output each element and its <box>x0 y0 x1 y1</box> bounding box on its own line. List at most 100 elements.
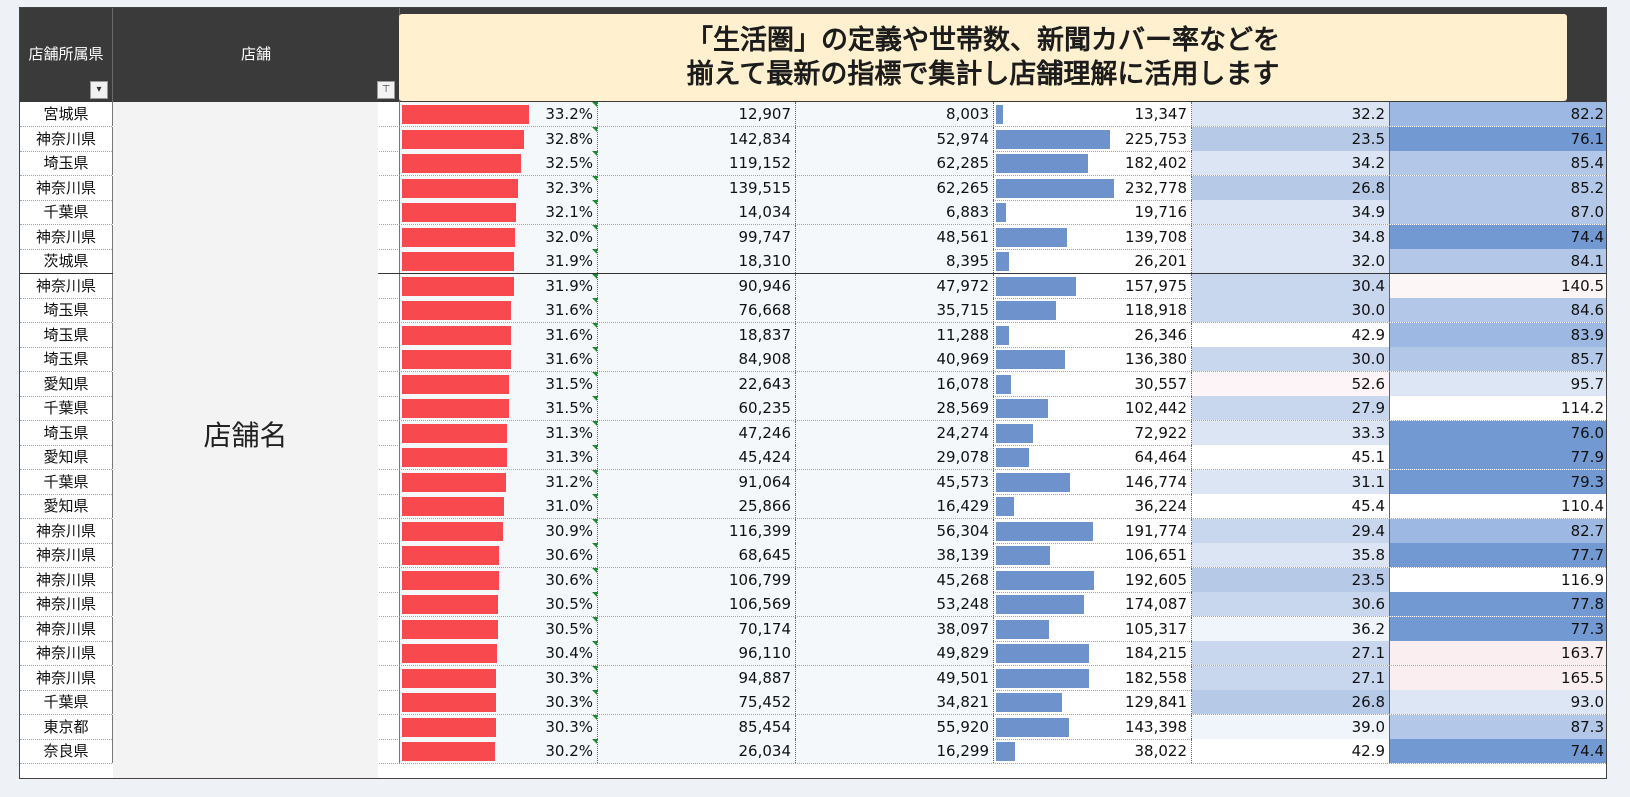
cell-ratio[interactable]: 27.1 <box>1192 641 1390 665</box>
cell-population[interactable]: 192,605 <box>994 567 1192 592</box>
cell-prefecture[interactable]: 千葉県 <box>20 396 113 420</box>
cell-prefecture[interactable]: 神奈川県 <box>20 126 113 151</box>
cell-households[interactable]: 14,034 <box>598 200 796 224</box>
cell-rate[interactable]: 31.9% <box>400 249 598 273</box>
cell-households[interactable]: 76,668 <box>598 298 796 322</box>
cell-rate[interactable]: 30.4% <box>400 641 598 665</box>
cell-households[interactable]: 68,645 <box>598 543 796 567</box>
cell-store[interactable] <box>113 445 400 469</box>
table-row[interactable]: 神奈川県 30.5% 70,174 38,097 105,317 36.2 77.3 <box>20 616 1606 642</box>
cell-population[interactable]: 232,778 <box>994 175 1192 200</box>
cell-store[interactable] <box>113 371 400 396</box>
cell-coverage[interactable]: 45,268 <box>796 567 994 592</box>
cell-population[interactable]: 174,087 <box>994 592 1192 616</box>
table-row[interactable]: 神奈川県 30.6% 68,645 38,139 106,651 35.8 77.7 <box>20 543 1606 568</box>
cell-rate[interactable]: 30.3% <box>400 714 598 739</box>
cell-index[interactable]: 77.9 <box>1390 445 1606 469</box>
cell-coverage[interactable]: 35,715 <box>796 298 994 322</box>
cell-coverage[interactable]: 52,974 <box>796 126 994 151</box>
cell-households[interactable]: 18,310 <box>598 249 796 273</box>
cell-households[interactable]: 91,064 <box>598 469 796 494</box>
cell-ratio[interactable]: 52.6 <box>1192 371 1390 396</box>
cell-prefecture[interactable]: 神奈川県 <box>20 273 113 298</box>
table-row[interactable]: 茨城県 31.9% 18,310 8,395 26,201 32.0 84.1 <box>20 249 1606 274</box>
cell-rate[interactable]: 31.6% <box>400 298 598 322</box>
cell-ratio[interactable]: 45.4 <box>1192 494 1390 518</box>
cell-rate[interactable]: 30.9% <box>400 518 598 543</box>
cell-ratio[interactable]: 45.1 <box>1192 445 1390 469</box>
cell-ratio[interactable]: 35.8 <box>1192 543 1390 567</box>
table-row[interactable]: 神奈川県 30.6% 106,799 45,268 192,605 23.5 116.9 <box>20 567 1606 593</box>
cell-ratio[interactable]: 23.5 <box>1192 567 1390 592</box>
cell-index[interactable]: 82.2 <box>1390 102 1606 126</box>
cell-index[interactable]: 165.5 <box>1390 665 1606 690</box>
cell-coverage[interactable]: 34,821 <box>796 690 994 714</box>
cell-index[interactable]: 74.4 <box>1390 739 1606 763</box>
cell-households[interactable]: 119,152 <box>598 151 796 175</box>
cell-ratio[interactable]: 30.0 <box>1192 347 1390 371</box>
cell-rate[interactable]: 31.9% <box>400 273 598 298</box>
cell-coverage[interactable]: 49,501 <box>796 665 994 690</box>
cell-store[interactable] <box>113 273 400 298</box>
cell-prefecture[interactable]: 埼玉県 <box>20 322 113 347</box>
cell-rate[interactable]: 31.0% <box>400 494 598 518</box>
cell-prefecture[interactable]: 茨城県 <box>20 249 113 273</box>
cell-prefecture[interactable]: 宮城県 <box>20 102 113 126</box>
cell-households[interactable]: 75,452 <box>598 690 796 714</box>
cell-ratio[interactable]: 27.9 <box>1192 396 1390 420</box>
cell-prefecture[interactable]: 愛知県 <box>20 494 113 518</box>
cell-households[interactable]: 18,837 <box>598 322 796 347</box>
cell-prefecture[interactable]: 千葉県 <box>20 469 113 494</box>
cell-ratio[interactable]: 31.1 <box>1192 469 1390 494</box>
cell-rate[interactable]: 31.6% <box>400 347 598 371</box>
cell-rate[interactable]: 31.5% <box>400 371 598 396</box>
cell-ratio[interactable]: 34.2 <box>1192 151 1390 175</box>
cell-coverage[interactable]: 6,883 <box>796 200 994 224</box>
cell-index[interactable]: 85.2 <box>1390 175 1606 200</box>
cell-ratio[interactable]: 30.6 <box>1192 592 1390 616</box>
cell-prefecture[interactable]: 埼玉県 <box>20 298 113 322</box>
cell-population[interactable]: 139,708 <box>994 224 1192 249</box>
cell-ratio[interactable]: 26.8 <box>1192 690 1390 714</box>
cell-households[interactable]: 96,110 <box>598 641 796 665</box>
cell-households[interactable]: 47,246 <box>598 420 796 445</box>
cell-rate[interactable]: 30.3% <box>400 690 598 714</box>
cell-population[interactable]: 182,558 <box>994 665 1192 690</box>
cell-coverage[interactable]: 49,829 <box>796 641 994 665</box>
cell-index[interactable]: 83.9 <box>1390 322 1606 347</box>
cell-rate[interactable]: 32.1% <box>400 200 598 224</box>
cell-households[interactable]: 139,515 <box>598 175 796 200</box>
cell-index[interactable]: 87.0 <box>1390 200 1606 224</box>
cell-households[interactable]: 22,643 <box>598 371 796 396</box>
cell-index[interactable]: 84.6 <box>1390 298 1606 322</box>
cell-store[interactable] <box>113 249 400 273</box>
cell-prefecture[interactable]: 神奈川県 <box>20 224 113 249</box>
cell-population[interactable]: 30,557 <box>994 371 1192 396</box>
cell-rate[interactable]: 32.8% <box>400 126 598 151</box>
cell-store[interactable] <box>113 298 400 322</box>
table-row[interactable]: 神奈川県 30.4% 96,110 49,829 184,215 27.1 163.7 <box>20 641 1606 666</box>
cell-store[interactable] <box>113 200 400 224</box>
table-row[interactable]: 埼玉県 31.3% 47,246 24,274 72,922 33.3 76.0 <box>20 420 1606 446</box>
cell-prefecture[interactable]: 神奈川県 <box>20 616 113 641</box>
cell-coverage[interactable]: 16,429 <box>796 494 994 518</box>
cell-index[interactable]: 85.7 <box>1390 347 1606 371</box>
cell-index[interactable]: 74.4 <box>1390 224 1606 249</box>
cell-rate[interactable]: 30.6% <box>400 543 598 567</box>
cell-store[interactable] <box>113 739 400 763</box>
cell-population[interactable]: 157,975 <box>994 273 1192 298</box>
cell-index[interactable]: 116.9 <box>1390 567 1606 592</box>
cell-store[interactable] <box>113 102 400 126</box>
table-row[interactable]: 神奈川県 32.3% 139,515 62,265 232,778 26.8 85.2 <box>20 175 1606 201</box>
cell-coverage[interactable]: 16,078 <box>796 371 994 396</box>
cell-coverage[interactable]: 24,274 <box>796 420 994 445</box>
cell-index[interactable]: 76.0 <box>1390 420 1606 445</box>
cell-population[interactable]: 19,716 <box>994 200 1192 224</box>
cell-prefecture[interactable]: 奈良県 <box>20 739 113 763</box>
table-row[interactable]: 神奈川県 30.9% 116,399 56,304 191,774 29.4 82.7 <box>20 518 1606 544</box>
cell-coverage[interactable]: 16,299 <box>796 739 994 763</box>
cell-store[interactable] <box>113 518 400 543</box>
cell-rate[interactable]: 33.2% <box>400 102 598 126</box>
cell-households[interactable]: 142,834 <box>598 126 796 151</box>
cell-coverage[interactable]: 62,285 <box>796 151 994 175</box>
